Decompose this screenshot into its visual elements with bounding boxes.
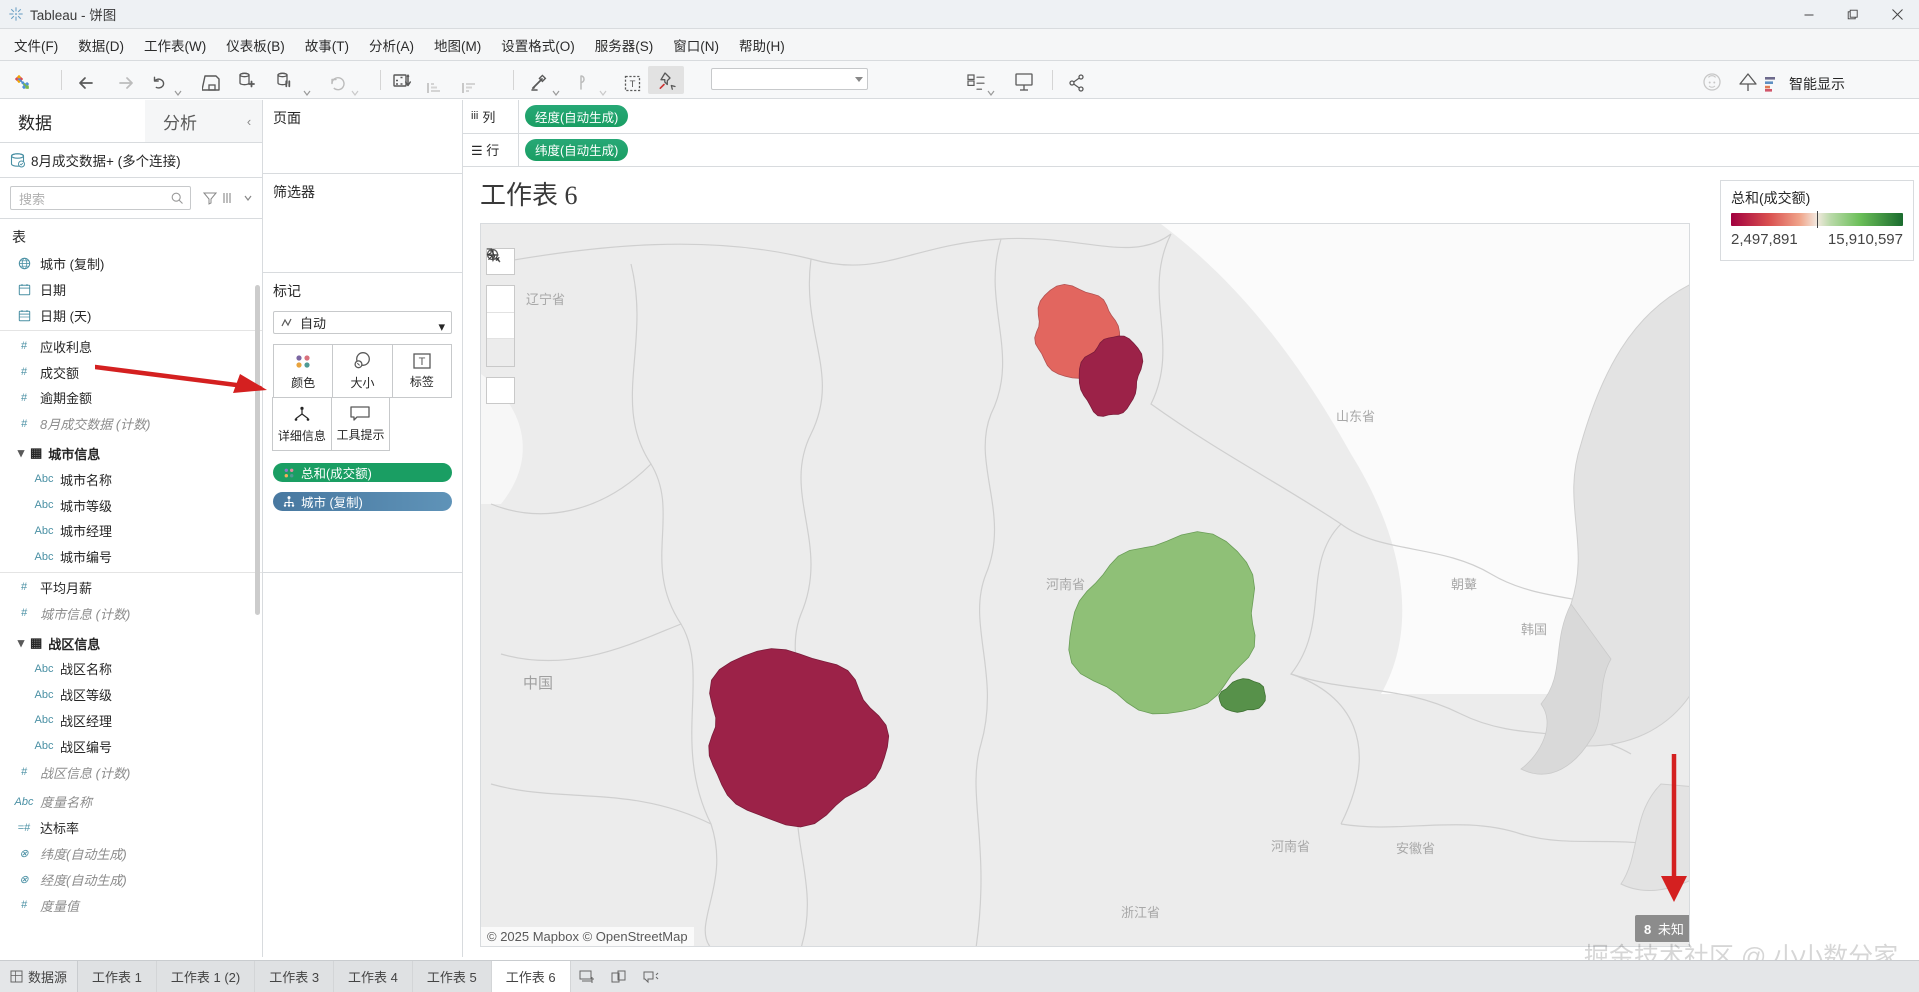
svg-text:T: T bbox=[630, 79, 636, 90]
svg-text:T: T bbox=[418, 356, 425, 368]
